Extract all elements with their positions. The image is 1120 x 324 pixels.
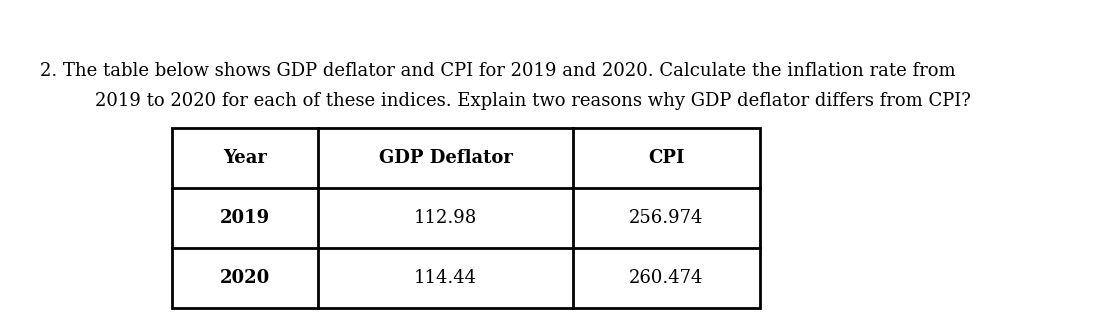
Bar bbox=[172, 128, 760, 308]
Text: 260.474: 260.474 bbox=[629, 269, 703, 287]
Text: 2. The table below shows GDP deflator and CPI for 2019 and 2020. Calculate the i: 2. The table below shows GDP deflator an… bbox=[40, 62, 955, 80]
Text: 256.974: 256.974 bbox=[629, 209, 703, 227]
Text: 2019: 2019 bbox=[220, 209, 270, 227]
Text: 2019 to 2020 for each of these indices. Explain two reasons why GDP deflator dif: 2019 to 2020 for each of these indices. … bbox=[95, 92, 971, 110]
Text: 112.98: 112.98 bbox=[414, 209, 477, 227]
Text: GDP Deflator: GDP Deflator bbox=[379, 149, 513, 167]
Text: CPI: CPI bbox=[648, 149, 684, 167]
Text: Year: Year bbox=[223, 149, 267, 167]
Text: 114.44: 114.44 bbox=[414, 269, 477, 287]
Text: 2020: 2020 bbox=[220, 269, 270, 287]
